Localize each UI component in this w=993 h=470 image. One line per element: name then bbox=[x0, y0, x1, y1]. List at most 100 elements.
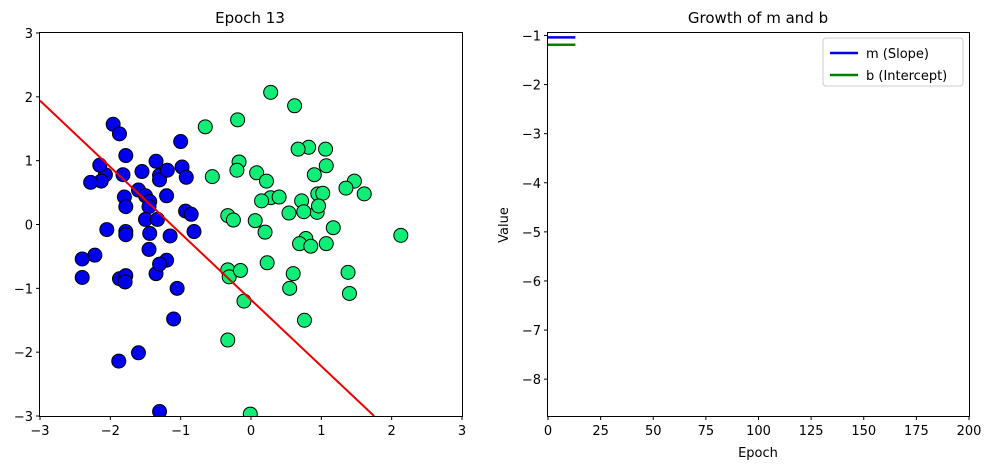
growth-ylabel: Value bbox=[497, 207, 512, 243]
growth-panel: Growth of m and b 0 25 50 75 100 125 150 175 200… bbox=[497, 9, 981, 461]
x-tick-label: 125 bbox=[799, 424, 824, 439]
class-0-point bbox=[162, 228, 178, 244]
class-0-point bbox=[141, 241, 157, 257]
class-0-point bbox=[115, 167, 131, 183]
growth-marks bbox=[548, 36, 576, 47]
class-0-point bbox=[166, 311, 182, 327]
class-1-point bbox=[340, 264, 356, 280]
y-tick-label: 3 bbox=[25, 27, 33, 42]
class-1-point bbox=[306, 167, 322, 183]
class-1-point bbox=[356, 186, 372, 202]
class-1-point bbox=[230, 112, 246, 128]
class-1-point bbox=[311, 198, 327, 214]
scatter-ticks: −3 −2 −1 0 1 2 3 −3 −2 −1 0 1 2 3 bbox=[14, 27, 466, 439]
class-1-point bbox=[303, 238, 319, 254]
class-0-point bbox=[99, 222, 115, 238]
growth-xlabel: Epoch bbox=[738, 446, 778, 461]
class-0-point bbox=[134, 164, 150, 180]
x-tick-label: 1 bbox=[317, 424, 325, 439]
y-tick-label: 2 bbox=[25, 91, 33, 106]
class-1-point bbox=[257, 224, 273, 240]
class-0-point bbox=[87, 247, 103, 263]
class-0-point bbox=[83, 174, 99, 190]
scatter-title: Epoch 13 bbox=[215, 9, 285, 27]
class-1-point bbox=[315, 185, 331, 201]
class-0-point bbox=[183, 206, 199, 222]
class-0-point bbox=[118, 199, 134, 215]
class-0-point bbox=[130, 345, 146, 361]
x-tick-label: −1 bbox=[171, 424, 190, 439]
class-1-point bbox=[197, 119, 213, 135]
decision-boundary-line bbox=[40, 99, 375, 416]
scatter-plot-area bbox=[40, 84, 409, 416]
x-tick-label: −3 bbox=[30, 424, 49, 439]
class-0-point bbox=[149, 211, 165, 227]
class-1-point bbox=[232, 262, 248, 278]
x-tick-label: 25 bbox=[592, 424, 609, 439]
growth-ticks: 0 25 50 75 100 125 150 175 200 −1 −2 −3 −4 −5 −6 −7 −8 bbox=[522, 29, 982, 439]
legend-label: m (Slope) bbox=[866, 47, 929, 62]
class-0-point bbox=[74, 269, 90, 285]
x-tick-label: 3 bbox=[458, 424, 466, 439]
class-0-point bbox=[142, 225, 158, 241]
class-1-point bbox=[318, 141, 334, 157]
class-1-point bbox=[281, 205, 297, 221]
y-tick-label: −8 bbox=[522, 373, 541, 388]
class-0-point bbox=[152, 256, 168, 272]
class-1-point bbox=[220, 332, 236, 348]
x-tick-label: −2 bbox=[101, 424, 120, 439]
y-tick-label: −1 bbox=[14, 282, 33, 297]
scatter-panel: Epoch 13 −3 −2 −1 0 1 2 3 −3 −2 −1 0 1 2 3 bbox=[14, 9, 466, 439]
y-tick-label: 1 bbox=[25, 155, 33, 170]
x-tick-label: 175 bbox=[904, 424, 929, 439]
class-1-point bbox=[263, 84, 279, 100]
y-tick-label: −2 bbox=[14, 346, 33, 361]
class-1-point bbox=[296, 312, 312, 328]
legend-label: b (Intercept) bbox=[866, 69, 947, 84]
class-0-point bbox=[152, 404, 168, 416]
class-1-point bbox=[221, 269, 237, 285]
class-1-point bbox=[242, 406, 258, 416]
class-1-point bbox=[229, 162, 245, 178]
class-0-point bbox=[111, 353, 127, 369]
y-tick-label: −3 bbox=[522, 128, 541, 143]
class-1-point bbox=[225, 212, 241, 228]
legend: m (Slope) b (Intercept) bbox=[822, 37, 964, 87]
class-1-point bbox=[271, 189, 287, 205]
x-tick-label: 200 bbox=[957, 424, 982, 439]
class-1-point bbox=[318, 158, 334, 174]
y-tick-label: −1 bbox=[522, 29, 541, 44]
class-1-point bbox=[247, 213, 263, 229]
class-1-point bbox=[341, 285, 357, 301]
class-1-point bbox=[325, 220, 341, 236]
y-tick-label: −4 bbox=[522, 177, 541, 192]
x-tick-label: 0 bbox=[544, 424, 552, 439]
class-1-point bbox=[236, 293, 252, 309]
class-0-point bbox=[111, 126, 127, 142]
y-tick-label: −5 bbox=[522, 226, 541, 241]
class-1-point bbox=[287, 98, 303, 114]
class-0-point bbox=[186, 224, 202, 240]
class-0-point bbox=[159, 188, 175, 204]
class-1-point bbox=[338, 180, 354, 196]
class-1-point bbox=[282, 280, 298, 296]
x-tick-label: 150 bbox=[851, 424, 876, 439]
x-tick-label: 0 bbox=[247, 424, 255, 439]
growth-title: Growth of m and b bbox=[688, 9, 828, 27]
class-1-point bbox=[296, 204, 312, 220]
class-1-point bbox=[258, 173, 274, 189]
class-0-point bbox=[173, 134, 189, 150]
x-tick-label: 100 bbox=[746, 424, 771, 439]
class-1-point bbox=[285, 266, 301, 282]
class-0-point bbox=[92, 157, 108, 173]
class-0-point bbox=[148, 153, 164, 169]
y-tick-label: −3 bbox=[14, 410, 33, 425]
class-0-point bbox=[118, 227, 134, 243]
class-1-point bbox=[254, 193, 270, 209]
class-1-point bbox=[204, 169, 220, 185]
x-tick-label: 50 bbox=[645, 424, 662, 439]
class-0-point bbox=[118, 148, 134, 164]
growth-axes-frame bbox=[547, 32, 970, 417]
class-1-point bbox=[393, 227, 409, 243]
class-0-point bbox=[169, 280, 185, 296]
